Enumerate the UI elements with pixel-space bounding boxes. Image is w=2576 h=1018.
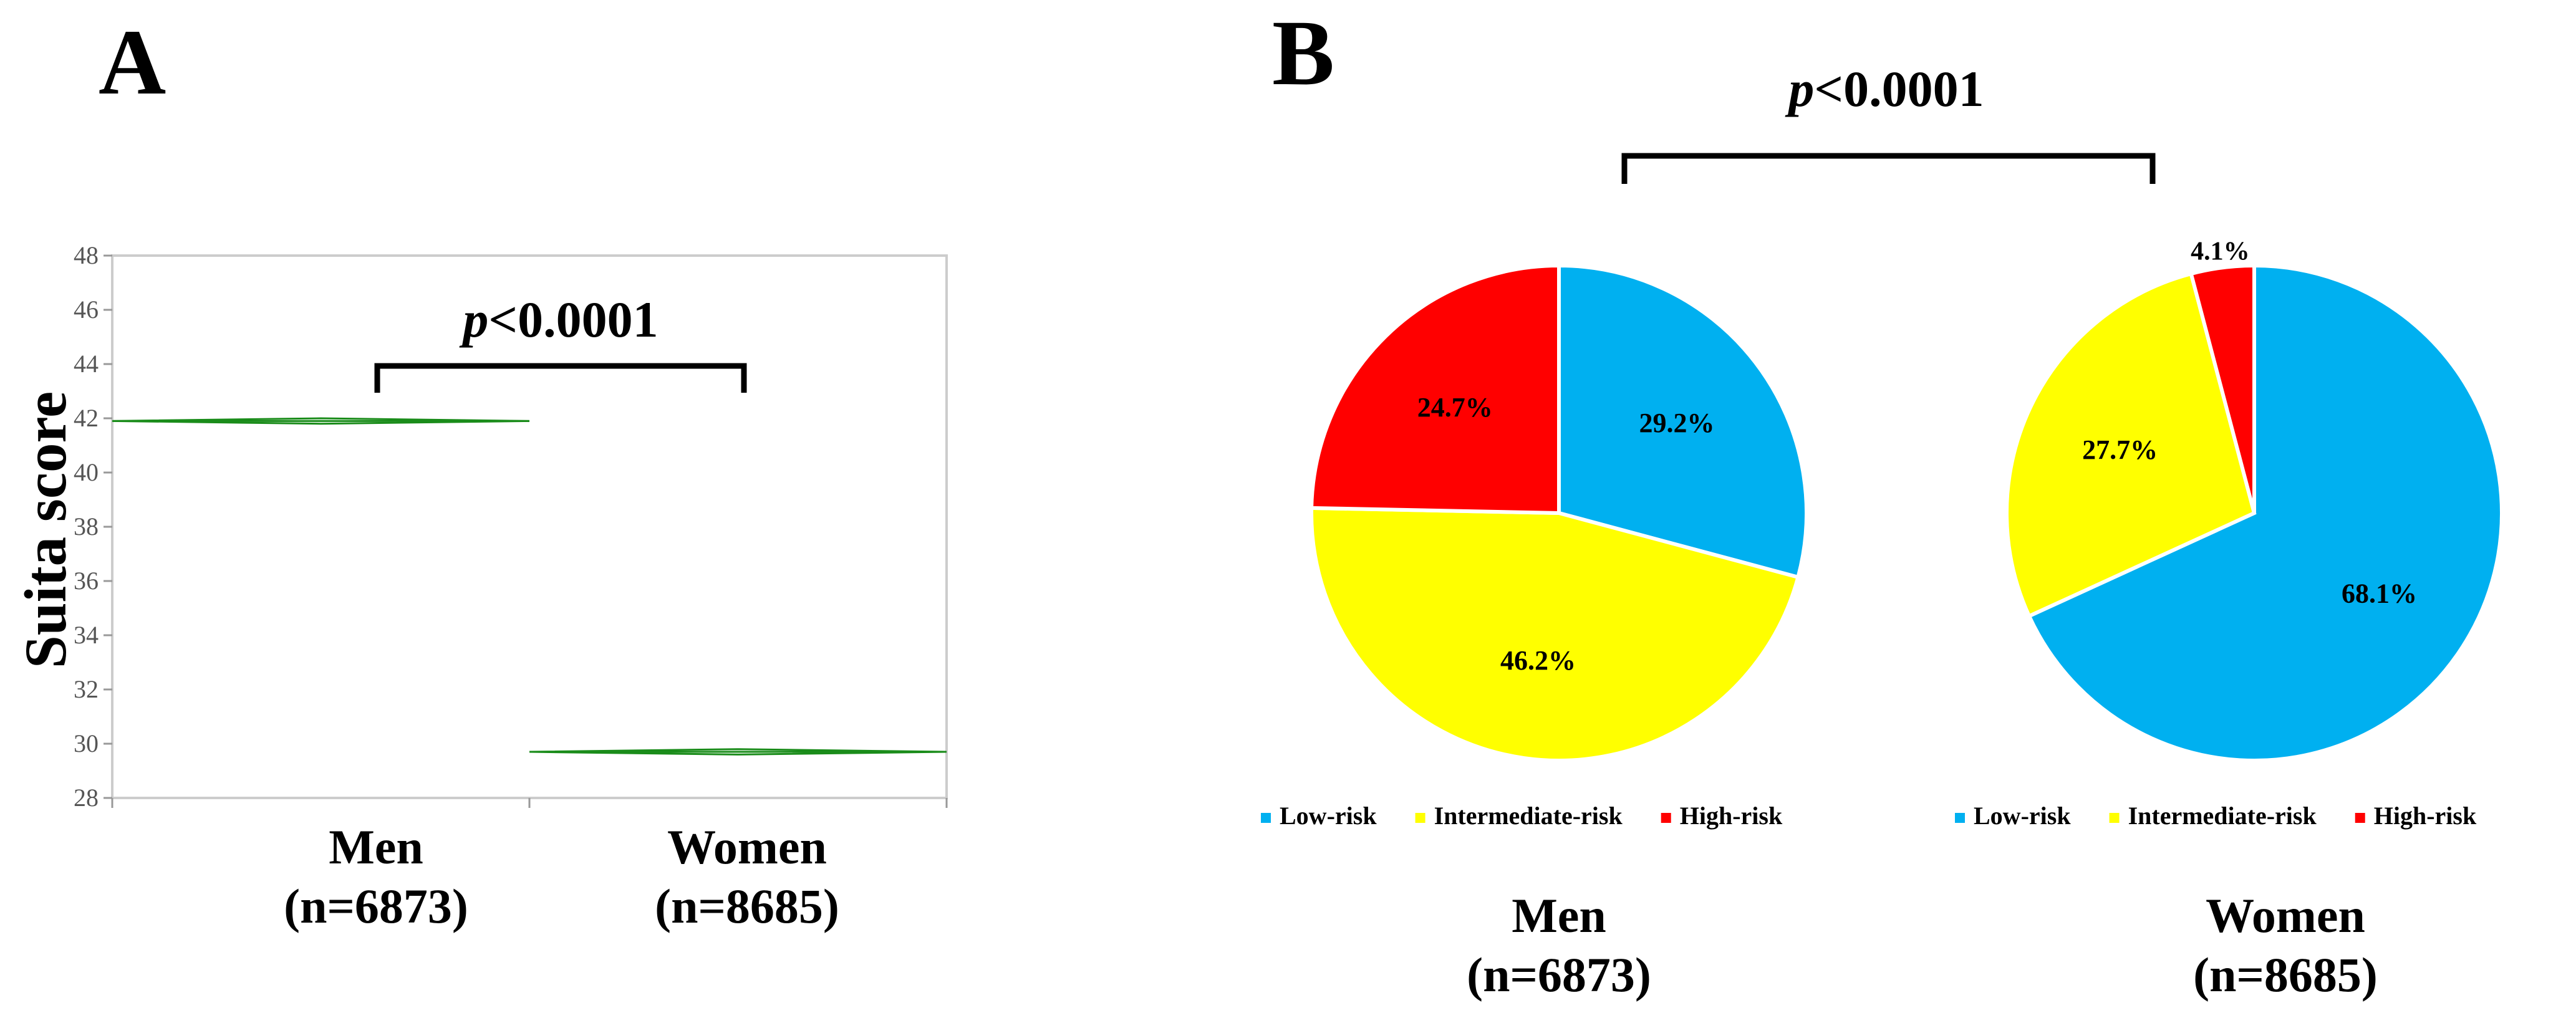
p-symbol: p: [459, 291, 488, 348]
y-tick-label: 28: [74, 784, 99, 812]
legend-swatch-low-risk: [1955, 813, 1965, 823]
p-value-label-pies: p<0.0001: [1785, 60, 1984, 117]
y-tick-label: 42: [74, 404, 99, 432]
y-tick-label: 32: [74, 675, 99, 703]
legend-label-low-risk: Low-risk: [1974, 802, 2071, 830]
plot-frame: [111, 254, 948, 799]
significance-bracket-pies: [1621, 153, 2156, 184]
y-tick-label: 34: [74, 621, 99, 649]
legend-swatch-high-risk: [1661, 813, 1671, 823]
pie-women-title: Women: [2206, 888, 2365, 943]
y-tick-label: 46: [74, 295, 99, 324]
panel-a-label: A: [99, 11, 166, 114]
legend-label-intermediate-risk: Intermediate-risk: [1434, 802, 1623, 830]
legend-swatch-intermediate-risk: [2109, 813, 2120, 823]
y-tick-label: 44: [74, 350, 99, 378]
pie-slice-intermediate-risk: [1310, 506, 1801, 762]
p-value-pies: <0.0001: [1814, 60, 1984, 117]
pie-slice-intermediate-risk: [2005, 271, 2257, 619]
pie-women: 68.1% 27.7% 4.1%: [2005, 238, 2504, 762]
panel-b-label: B: [1272, 1, 1334, 105]
pie-men-n: (n=6873): [1467, 948, 1651, 1002]
p-value: <0.0001: [488, 291, 658, 348]
x-category-women-n: (n=8685): [655, 879, 839, 933]
p-value-label: p<0.0001: [459, 291, 658, 348]
pie-men-title: Men: [1512, 888, 1606, 943]
legend-swatch-high-risk: [2355, 813, 2365, 823]
slice-label-low-risk: 29.2%: [1639, 408, 1714, 438]
legend-women: Low-risk Intermediate-risk High-risk: [1955, 802, 2477, 830]
y-axis-ticks: 28 30 32 34 36 38 40 42 44 46 48: [74, 241, 948, 812]
slice-label-intermediate-risk: 27.7%: [2082, 435, 2158, 465]
slice-label-high-risk: 24.7%: [1417, 392, 1493, 423]
x-category-men-n: (n=6873): [284, 879, 468, 933]
p-symbol-pies: p: [1785, 60, 1814, 117]
y-tick-label: 38: [74, 512, 99, 540]
x-category-men: Men: [329, 820, 423, 874]
pie-slice-low-risk: [1557, 263, 1808, 580]
slice-label-high-risk: 4.1%: [2191, 238, 2250, 266]
pie-men: 29.2% 46.2% 24.7%: [1310, 263, 1808, 762]
pie-slice-low-risk: [2027, 263, 2504, 762]
legend-swatch-intermediate-risk: [1415, 813, 1425, 823]
y-tick-label: 40: [74, 458, 99, 486]
pie-slice-high-risk: [1310, 263, 1561, 516]
legend-swatch-low-risk: [1261, 813, 1271, 823]
slice-label-low-risk: 68.1%: [2342, 579, 2417, 609]
x-category-women: Women: [667, 820, 827, 874]
data-marks: [112, 417, 947, 756]
pie-slice-high-risk: [2189, 263, 2256, 514]
legend-label-low-risk: Low-risk: [1280, 802, 1377, 830]
legend-label-intermediate-risk: Intermediate-risk: [2128, 802, 2317, 830]
slice-label-intermediate-risk: 46.2%: [1500, 645, 1576, 676]
panel-b-chart: p<0.0001 29.2%46.2%24.7% 68.1%27.7%4.1% …: [1261, 60, 2504, 1002]
y-axis-label: Suita score: [12, 391, 79, 668]
significance-bracket: [374, 363, 747, 393]
y-tick-label: 36: [74, 567, 99, 595]
panel-a-chart: 28 30 32 34 36 38 40 42 44 46 48 Suita score p<0.0…: [12, 241, 948, 933]
y-tick-label: 30: [74, 729, 99, 757]
legend-men: Low-risk Intermediate-risk High-risk: [1261, 802, 1783, 830]
y-tick-label: 48: [74, 241, 99, 269]
legend-label-high-risk: High-risk: [1680, 802, 1783, 830]
pie-women-n: (n=8685): [2193, 948, 2378, 1002]
legend-label-high-risk: High-risk: [2374, 802, 2477, 830]
